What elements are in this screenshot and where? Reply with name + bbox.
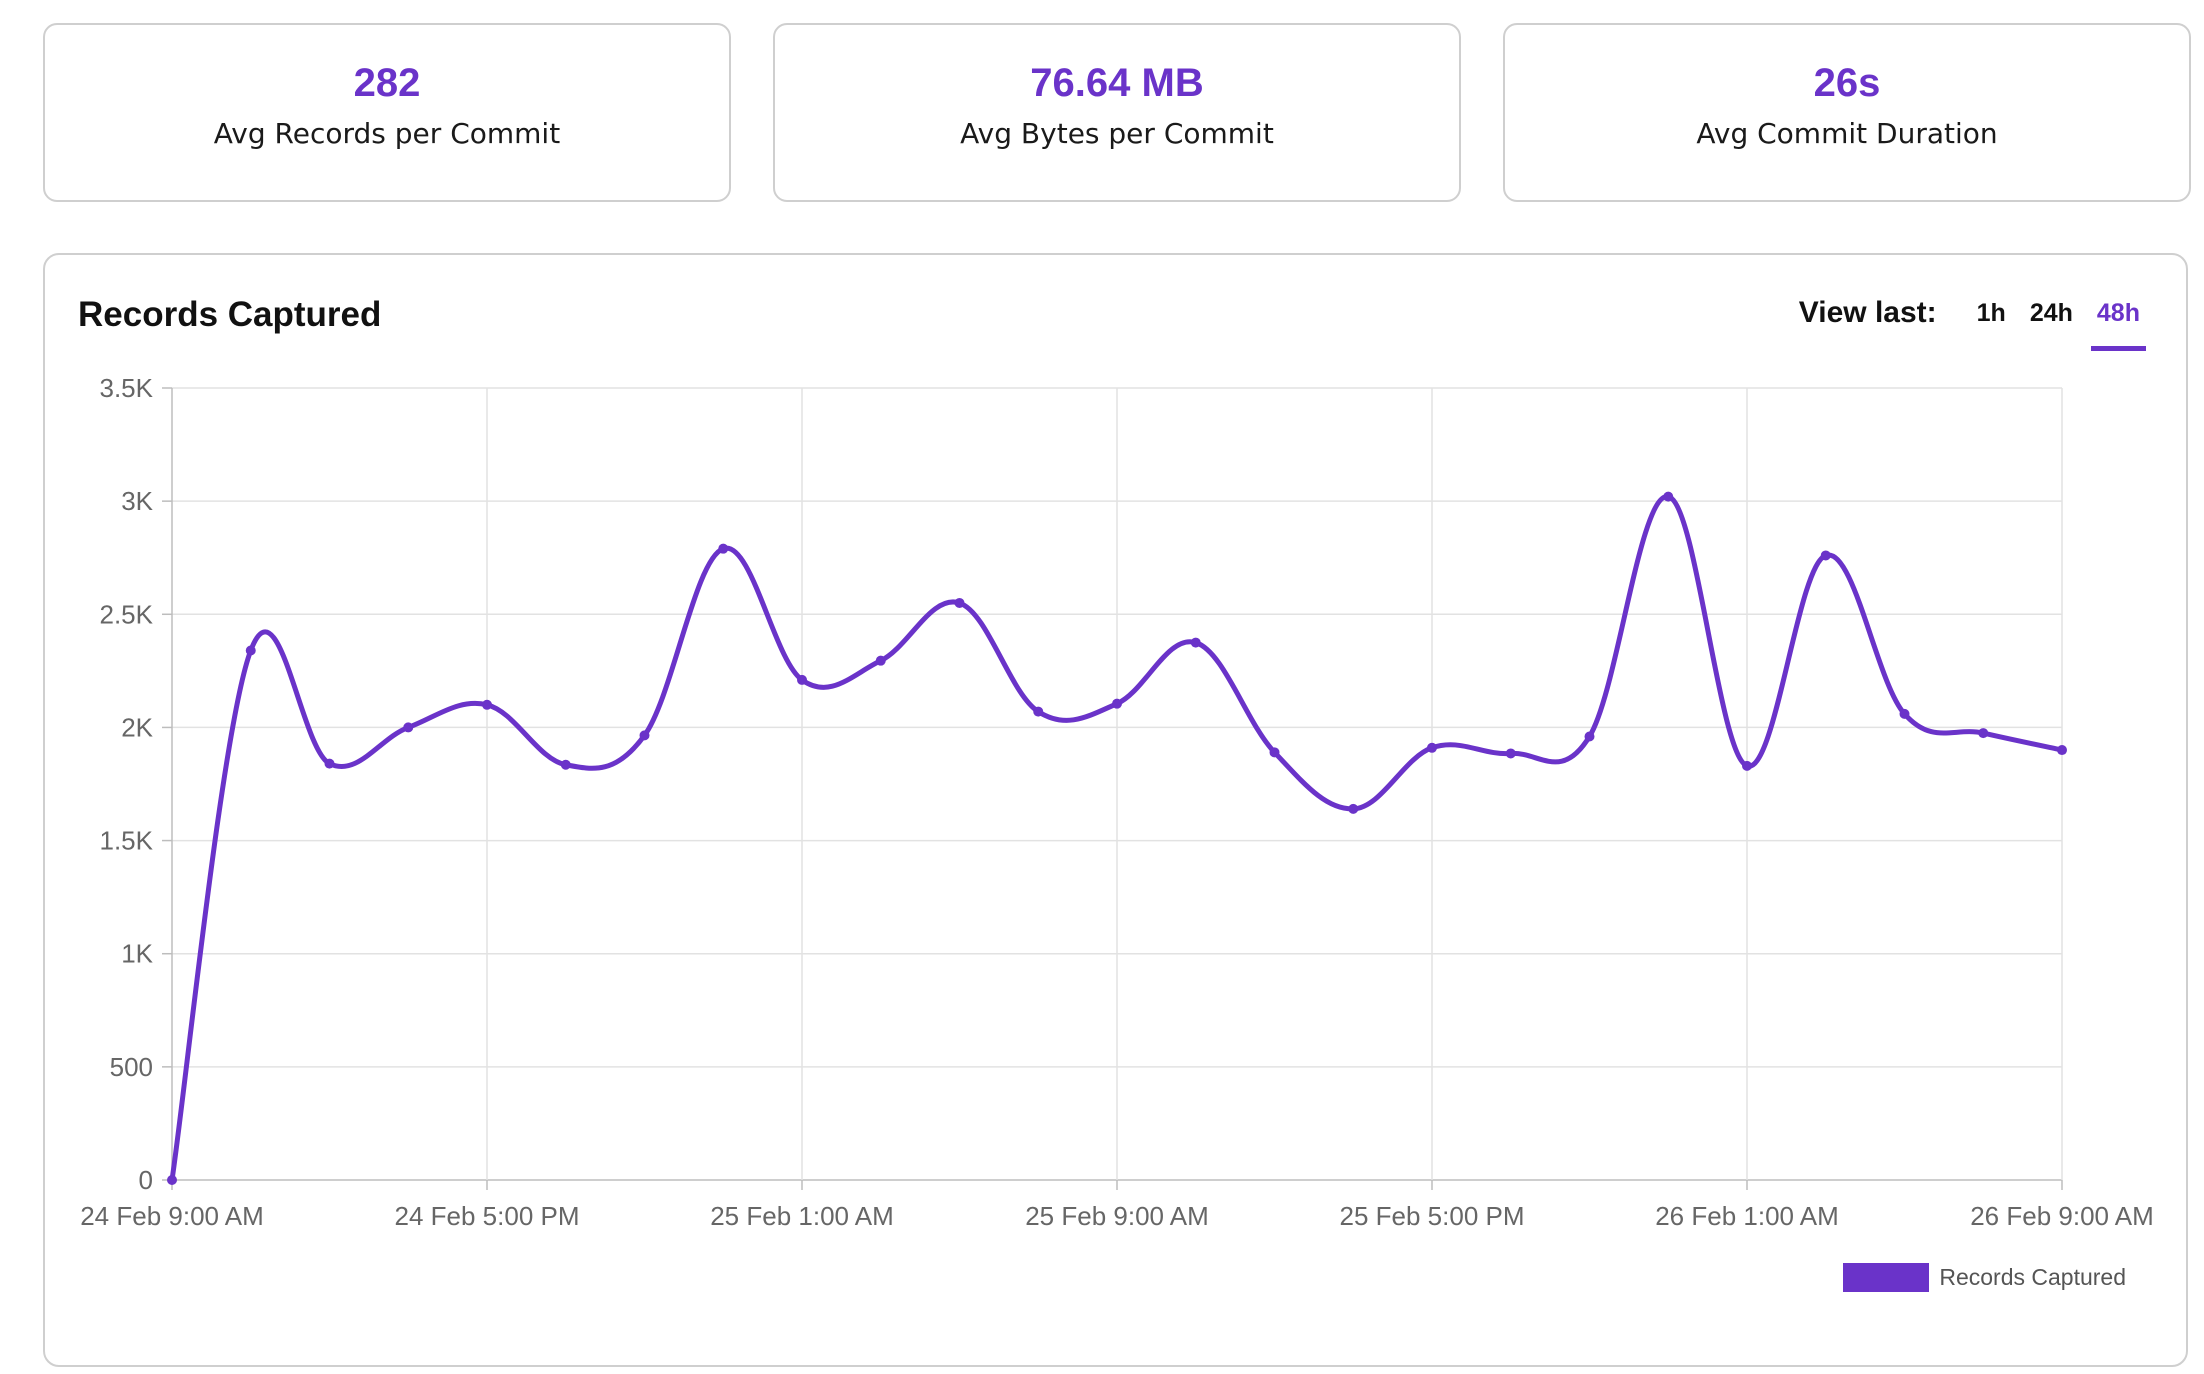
stat-card-records: 282 Avg Records per Commit (43, 23, 731, 202)
data-point[interactable] (718, 543, 729, 554)
data-point[interactable] (2057, 745, 2067, 756)
time-range-selector: View last: 1h 24h 48h (1798, 295, 2147, 355)
data-point[interactable] (639, 730, 650, 741)
x-tick-label: 25 Feb 5:00 PM (1340, 1201, 1525, 1231)
data-point[interactable] (1663, 491, 1674, 502)
data-point[interactable] (560, 759, 571, 770)
x-tick-label: 26 Feb 9:00 AM (1970, 1201, 2154, 1231)
legend-label: Records Captured (1939, 1264, 2126, 1290)
series-layer (167, 491, 2067, 1185)
data-point[interactable] (482, 699, 492, 710)
stat-card-duration: 26s Avg Commit Duration (1503, 23, 2191, 202)
x-tick-label: 25 Feb 9:00 AM (1025, 1201, 1209, 1231)
y-tick-label: 2.5K (100, 599, 154, 629)
range-tab-24h[interactable]: 24h (2029, 299, 2073, 327)
stats-row: 282 Avg Records per Commit 76.64 MB Avg … (43, 23, 2191, 204)
records-chart-card: Records Captured View last: 1h 24h 48h 0… (43, 253, 2188, 1367)
data-point[interactable] (1033, 706, 1044, 717)
y-tick-label: 500 (110, 1052, 153, 1082)
data-point[interactable] (324, 758, 335, 769)
x-tick-label: 24 Feb 5:00 PM (395, 1201, 580, 1231)
view-last-label: View last: (1798, 296, 1937, 329)
data-point[interactable] (1978, 728, 1989, 739)
range-tab-1h[interactable]: 1h (1976, 299, 2006, 327)
stat-value: 26s (1813, 61, 1881, 105)
grid-lines (162, 387, 2063, 1190)
legend-swatch (1843, 1263, 1930, 1292)
y-tick-label: 3K (121, 486, 153, 516)
axis-labels: 0 500 1K 1.5K 2K 2.5K 3K 3.5K 24 Feb 9:00 AM 24 F… (80, 373, 2154, 1231)
stat-value: 282 (353, 61, 421, 105)
data-point[interactable] (1190, 637, 1201, 648)
stat-label: Avg Bytes per Commit (960, 117, 1274, 150)
stat-card-bytes: 76.64 MB Avg Bytes per Commit (773, 23, 1461, 202)
stat-label: Avg Commit Duration (1696, 117, 1998, 150)
stat-value: 76.64 MB (1030, 61, 1204, 105)
y-tick-label: 2K (121, 712, 153, 742)
stat-label: Avg Records per Commit (213, 117, 561, 150)
data-point[interactable] (1112, 698, 1122, 709)
data-point[interactable] (167, 1175, 177, 1185)
y-tick-label: 1.5K (100, 826, 154, 856)
chart-legend[interactable]: Records Captured (1843, 1263, 2126, 1292)
data-point[interactable] (1742, 760, 1752, 771)
data-point[interactable] (797, 674, 807, 685)
data-point[interactable] (1505, 748, 1516, 759)
x-tick-label: 26 Feb 1:00 AM (1655, 1201, 1839, 1231)
data-point[interactable] (1899, 708, 1910, 719)
data-point[interactable] (1348, 803, 1359, 814)
data-point[interactable] (954, 597, 965, 608)
chart-title: Records Captured (78, 295, 382, 334)
data-point[interactable] (1584, 731, 1595, 742)
y-tick-label: 1K (121, 939, 153, 969)
data-point[interactable] (1820, 550, 1831, 561)
data-point[interactable] (875, 655, 886, 666)
range-tab-48h[interactable]: 48h (2090, 295, 2147, 351)
x-tick-label: 25 Feb 1:00 AM (710, 1201, 894, 1231)
data-point[interactable] (403, 722, 414, 733)
x-tick-label: 24 Feb 9:00 AM (80, 1201, 264, 1231)
data-point[interactable] (1269, 747, 1280, 758)
data-point[interactable] (1427, 742, 1437, 753)
y-tick-label: 3.5K (100, 373, 154, 403)
data-point[interactable] (245, 645, 256, 656)
y-tick-label: 0 (139, 1165, 153, 1195)
records-line-chart: 0 500 1K 1.5K 2K 2.5K 3K 3.5K 24 Feb 9:00 AM 24 F… (80, 373, 2154, 1231)
